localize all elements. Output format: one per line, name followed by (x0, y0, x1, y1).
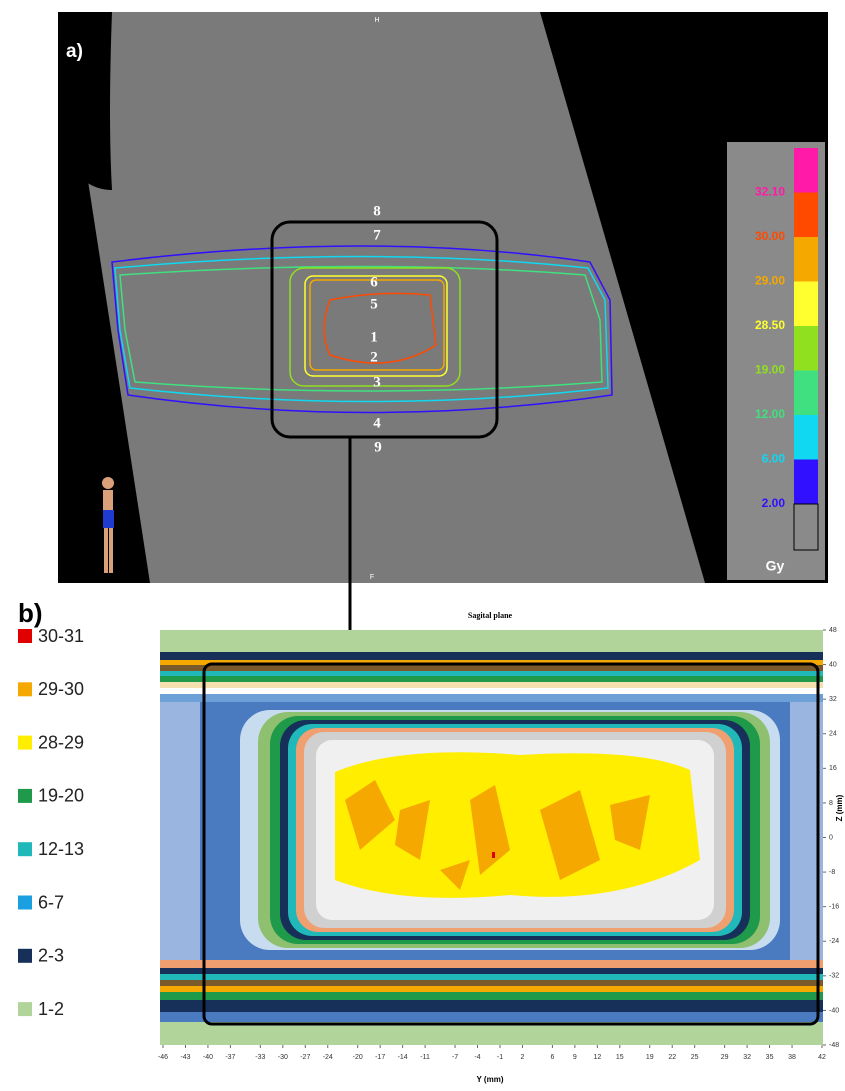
colorbar-swatch (794, 237, 818, 282)
x-tick-label: -1 (497, 1054, 503, 1061)
contour-number: 6 (370, 274, 378, 290)
colorbar-swatch (794, 459, 818, 504)
colorbar-label: 30.00 (755, 229, 785, 243)
plot-title: Sagital plane (468, 611, 513, 620)
legend-swatch (18, 1002, 32, 1017)
legend-swatch (18, 735, 32, 750)
x-tick-label: 2 (521, 1054, 525, 1061)
y-tick-label: 24 (829, 731, 837, 738)
x-tick-label: -30 (278, 1054, 288, 1061)
y-tick-label: 48 (829, 627, 837, 634)
y-tick-label: -24 (829, 938, 839, 945)
legend-label: 1-2 (38, 999, 64, 1019)
panel-label: a) (66, 41, 83, 62)
x-tick-label: -37 (225, 1054, 235, 1061)
y-tick-label: 32 (829, 696, 837, 703)
y-axis-label: Z (mm) (835, 794, 844, 821)
contour-number: 5 (370, 296, 378, 312)
x-tick-label: 35 (766, 1054, 774, 1061)
orientation-label: H (374, 17, 379, 24)
y-tick-label: -32 (829, 973, 839, 980)
y-tick-label: 16 (829, 765, 837, 772)
ct-lung (62, 12, 112, 190)
legend-label: 29-30 (38, 679, 84, 699)
colorbar-swatch (794, 192, 818, 237)
colorbar-label: 2.00 (762, 496, 786, 510)
x-tick-label: -33 (255, 1054, 265, 1061)
legend-swatch (18, 682, 32, 697)
y-tick-label: -16 (829, 904, 839, 911)
x-tick-label: 25 (691, 1054, 699, 1061)
x-tick-label: -4 (474, 1054, 480, 1061)
x-tick-label: -20 (353, 1054, 363, 1061)
legend-swatch (18, 842, 32, 857)
contour-number: 1 (370, 329, 378, 345)
legend-swatch (18, 895, 32, 910)
x-tick-label: 19 (646, 1054, 654, 1061)
colorbar-label: 32.10 (755, 185, 785, 199)
dose-map (160, 630, 823, 1045)
colorbar-label: 29.00 (755, 274, 785, 288)
contour-number: 3 (373, 374, 381, 390)
x-tick-label: 22 (668, 1054, 676, 1061)
x-tick-label: -24 (323, 1054, 333, 1061)
legend-swatch (18, 629, 32, 643)
x-tick-label: 12 (593, 1054, 601, 1061)
x-tick-label: -17 (375, 1054, 385, 1061)
colorbar-label: 19.00 (755, 363, 785, 377)
y-tick-label: -40 (829, 1007, 839, 1014)
y-tick-label: 8 (829, 800, 833, 807)
colorbar-swatch (794, 281, 818, 326)
contour-number: 9 (374, 439, 382, 455)
contour-number: 7 (373, 227, 381, 243)
contour-number: 8 (373, 203, 381, 219)
orientation-label: F (370, 574, 374, 581)
isodose-contours (111, 245, 613, 414)
x-tick-label: -11 (420, 1054, 430, 1061)
x-tick-label: -14 (398, 1054, 408, 1061)
legend-swatch (18, 788, 32, 803)
legend-label: 2-3 (38, 946, 64, 966)
x-tick-label: -46 (158, 1054, 168, 1061)
ct-body (62, 12, 705, 583)
colorbar-swatch (794, 370, 818, 415)
x-tick-label: 29 (721, 1054, 729, 1061)
x-tick-label: -43 (180, 1054, 190, 1061)
x-tick-label: -27 (300, 1054, 310, 1061)
x-tick-label: 6 (550, 1054, 554, 1061)
colorbar-unit: Gy (766, 558, 785, 574)
x-tick-label: 42 (818, 1054, 826, 1061)
region-box (270, 220, 499, 439)
colorbar-label: 28.50 (755, 318, 785, 332)
y-tick-label: 40 (829, 661, 837, 668)
x-tick-label: 32 (743, 1054, 751, 1061)
x-tick-label: 38 (788, 1054, 796, 1061)
y-tick-label: -8 (829, 869, 835, 876)
legend-label: 19-20 (38, 786, 84, 806)
x-axis-label: Y (mm) (477, 1075, 504, 1084)
y-tick-label: -48 (829, 1042, 839, 1049)
patient-icon (102, 477, 114, 573)
legend-label: 28-29 (38, 732, 84, 752)
legend-swatch (18, 948, 32, 963)
colorbar-swatch (794, 415, 818, 460)
legend-label: 12-13 (38, 839, 84, 859)
x-tick-label: 15 (616, 1054, 624, 1061)
x-tick-label: -7 (452, 1054, 458, 1061)
legend-label: 30-31 (38, 626, 84, 646)
contour-number: 4 (373, 415, 381, 431)
colorbar-label: 12.00 (755, 407, 785, 421)
contour-number: 2 (370, 349, 378, 365)
colorbar-swatch (794, 148, 818, 193)
colorbar-swatch (793, 503, 819, 551)
y-tick-label: 0 (829, 834, 833, 841)
legend-label: 6-7 (38, 892, 64, 912)
colorbar-label: 6.00 (762, 452, 786, 466)
x-tick-label: 9 (573, 1054, 577, 1061)
colorbar-swatch (794, 326, 818, 371)
panel-label: b) (18, 598, 43, 628)
x-tick-label: -40 (203, 1054, 213, 1061)
region-box (202, 662, 820, 1026)
